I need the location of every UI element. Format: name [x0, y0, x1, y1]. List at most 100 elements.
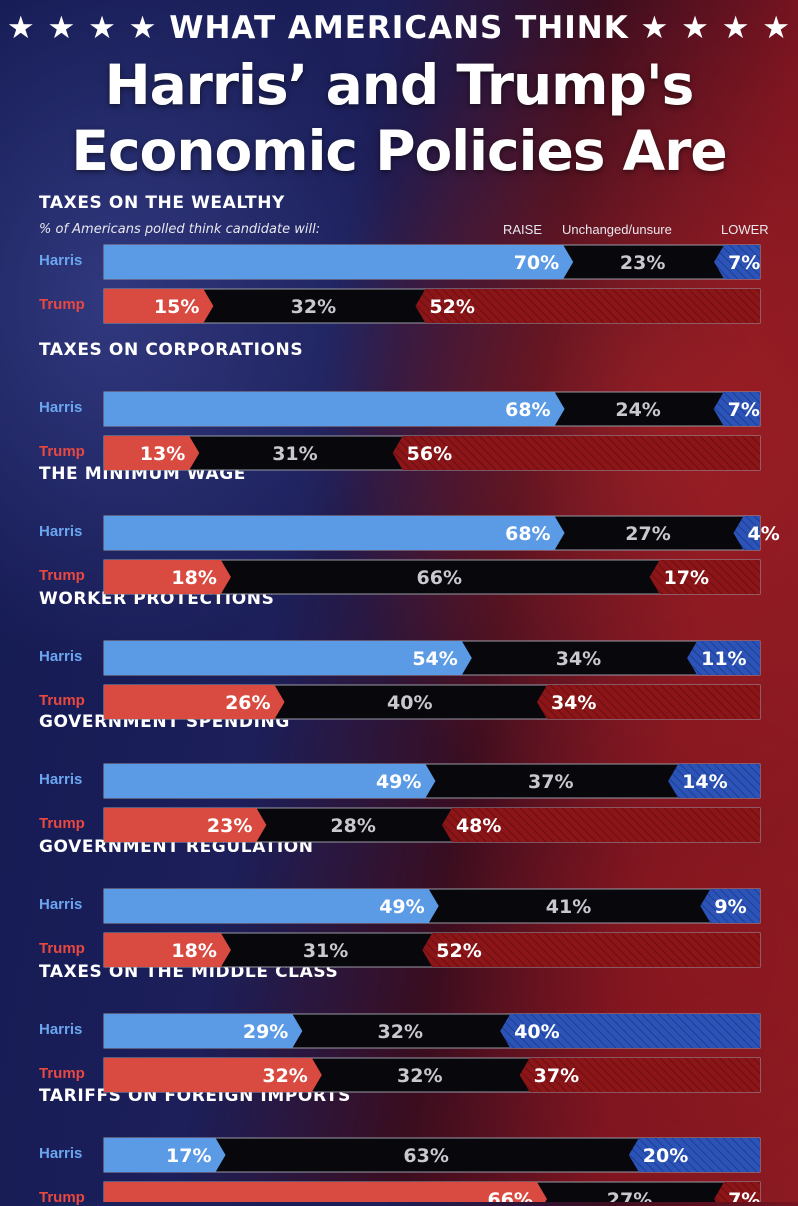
row-label-trump: Trump [39, 815, 85, 832]
value-unchanged: 41% [546, 896, 591, 918]
value-raise: 18% [171, 940, 216, 962]
bar-raise [104, 560, 231, 594]
value-unchanged: 37% [528, 771, 573, 793]
value-unchanged: 34% [556, 648, 601, 670]
section-title: TAXES ON THE WEALTHY [39, 193, 285, 213]
value-raise: 23% [207, 815, 252, 837]
row-label-harris: Harris [39, 523, 83, 540]
bar-lower [415, 289, 760, 323]
value-lower: 52% [429, 296, 474, 318]
bar-lower [441, 808, 760, 842]
bar-raise [104, 1014, 303, 1048]
value-lower: 20% [643, 1145, 688, 1167]
bar-row-harris: 17% 63% 20% [103, 1137, 761, 1173]
title-line-1: Harris’ and Trump's [104, 53, 695, 117]
value-lower: 14% [682, 771, 727, 793]
bar-row-trump: 32% 32% 37% [103, 1057, 761, 1093]
value-unchanged: 23% [620, 252, 665, 274]
value-raise: 13% [140, 443, 185, 465]
bar-row-harris: 68% 24% 7% [103, 391, 761, 427]
bar-lower [500, 1014, 760, 1048]
bar-raise [104, 764, 436, 798]
bar-row-trump: 66% 27% 7% [103, 1181, 761, 1202]
value-raise: 29% [243, 1021, 288, 1043]
legend-unchanged: Unchanged/unsure [562, 222, 672, 237]
bar-row-harris: 49% 37% 14% [103, 763, 761, 799]
row-label-harris: Harris [39, 399, 83, 416]
bar-raise [104, 436, 200, 470]
bar-raise [104, 685, 285, 719]
row-label-trump: Trump [39, 1065, 85, 1082]
bar-raise [104, 392, 565, 426]
bar-row-harris: 70% 23% 7% [103, 244, 761, 280]
bar-row-harris: 49% 41% 9% [103, 888, 761, 924]
bar-raise [104, 516, 565, 550]
row-label-trump: Trump [39, 443, 85, 460]
bar-raise [104, 1058, 322, 1092]
bar-lower [519, 1058, 760, 1092]
value-unchanged: 32% [378, 1021, 423, 1043]
title-line-2: Economic Policies Are [71, 119, 727, 183]
bar-row-trump: 15% 32% 52% [103, 288, 761, 324]
row-label-harris: Harris [39, 771, 83, 788]
value-raise: 32% [262, 1065, 307, 1087]
value-unchanged: 31% [303, 940, 348, 962]
bar-raise [104, 641, 472, 675]
bar-lower [713, 392, 760, 426]
row-label-harris: Harris [39, 1021, 83, 1038]
bar-lower [668, 764, 760, 798]
value-lower: 37% [534, 1065, 579, 1087]
value-unchanged: 27% [625, 523, 670, 545]
bar-lower [714, 1182, 760, 1202]
bar-raise [104, 889, 439, 923]
value-unchanged: 31% [272, 443, 317, 465]
bar-raise [104, 1138, 226, 1172]
bar-lower [700, 889, 760, 923]
bar-raise [104, 1182, 547, 1202]
value-lower: 7% [728, 1189, 760, 1202]
row-label-trump: Trump [39, 940, 85, 957]
value-lower: 7% [728, 399, 760, 421]
value-unchanged: 66% [417, 567, 462, 589]
section-title: TAXES ON CORPORATIONS [39, 340, 304, 360]
value-lower: 56% [407, 443, 452, 465]
bar-row-harris: 29% 32% 40% [103, 1013, 761, 1049]
legend-raise: RAISE [503, 222, 543, 237]
value-raise: 68% [505, 399, 550, 421]
bar-lower [392, 436, 760, 470]
legend-lower: LOWER [721, 222, 769, 237]
value-lower: 4% [747, 523, 779, 545]
row-label-harris: Harris [39, 648, 83, 665]
value-raise: 18% [171, 567, 216, 589]
bar-raise [104, 933, 231, 967]
value-lower: 17% [664, 567, 709, 589]
bar-lower [422, 933, 760, 967]
kicker: ★ ★ ★ ★ WHAT AMERICANS THINK ★ ★ ★ ★ [6, 10, 792, 46]
bar-lower [687, 641, 760, 675]
value-unchanged: 32% [291, 296, 336, 318]
value-lower: 7% [728, 252, 760, 274]
bar-row-trump: 26% 40% 34% [103, 684, 761, 720]
value-unchanged: 63% [403, 1145, 448, 1167]
value-raise: 26% [225, 692, 270, 714]
value-raise: 15% [154, 296, 199, 318]
value-lower: 11% [701, 648, 746, 670]
bar-raise [104, 808, 267, 842]
bar-lower [649, 560, 760, 594]
row-label-harris: Harris [39, 1145, 83, 1162]
value-raise: 17% [166, 1145, 211, 1167]
value-lower: 9% [714, 896, 746, 918]
bar-lower [733, 516, 760, 550]
bar-lower [628, 1138, 760, 1172]
value-raise: 66% [487, 1189, 532, 1202]
value-raise: 49% [376, 771, 421, 793]
row-label-harris: Harris [39, 252, 83, 269]
value-unchanged: 32% [397, 1065, 442, 1087]
row-label-trump: Trump [39, 692, 85, 709]
value-unchanged: 40% [387, 692, 432, 714]
row-label-trump: Trump [39, 567, 85, 584]
row-label-trump: Trump [39, 296, 85, 313]
value-raise: 68% [505, 523, 550, 545]
bar-lower [714, 245, 760, 279]
bar-raise [104, 289, 214, 323]
